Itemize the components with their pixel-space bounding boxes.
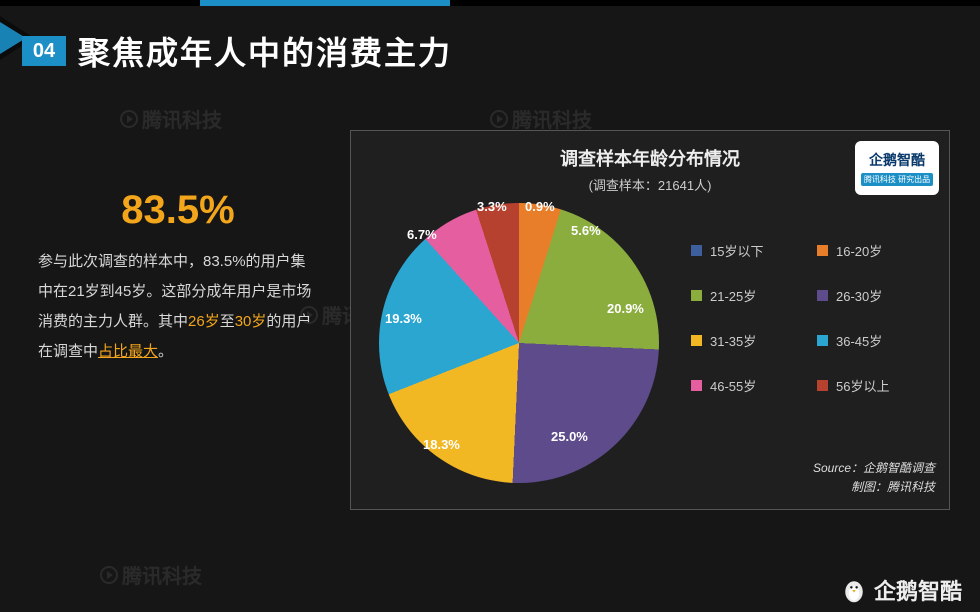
legend-item: 16-20岁 [817, 241, 931, 260]
top-bar-accent [200, 0, 450, 6]
pie-slice-label: 0.9% [525, 199, 555, 214]
pie-slice-label: 6.7% [407, 227, 437, 242]
legend: 15岁以下 16-20岁 21-25岁 26-30岁 31-35岁 36-45岁 46-55… [691, 241, 931, 395]
pie-slice-label: 19.3% [385, 311, 422, 326]
highlight-percentage: 83.5% [38, 188, 318, 233]
legend-label: 31-35岁 [710, 331, 756, 350]
pie-slice-label: 20.9% [607, 301, 644, 316]
pie-disc [379, 203, 659, 483]
legend-item: 31-35岁 [691, 331, 805, 350]
watermark: 腾讯科技 [490, 104, 592, 133]
legend-swatch [817, 335, 828, 346]
watermark: 腾讯科技 [120, 104, 222, 133]
slide-number: 04 [22, 36, 66, 66]
legend-swatch [817, 245, 828, 256]
legend-label: 16-20岁 [836, 241, 882, 260]
pie-slice-label: 3.3% [477, 199, 507, 214]
legend-item: 36-45岁 [817, 331, 931, 350]
pie-slice-label: 18.3% [423, 437, 460, 452]
footer-brand: 企鹅智酷 [840, 574, 962, 606]
legend-item: 26-30岁 [817, 286, 931, 305]
legend-label: 15岁以下 [710, 241, 763, 260]
legend-swatch [691, 290, 702, 301]
watermark: 腾讯科技 [100, 560, 202, 589]
brand-badge: 企鹅智酷 腾讯科技 研究出品 [855, 141, 939, 195]
legend-swatch [817, 290, 828, 301]
legend-label: 26-30岁 [836, 286, 882, 305]
legend-label: 21-25岁 [710, 286, 756, 305]
slide-title: 聚焦成年人中的消费主力 [78, 28, 452, 74]
legend-swatch [691, 335, 702, 346]
pie-chart: 0.9%5.6%20.9%25.0%18.3%19.3%6.7%3.3% [379, 203, 659, 483]
legend-item: 46-55岁 [691, 376, 805, 395]
legend-label: 46-55岁 [710, 376, 756, 395]
top-bar [0, 0, 980, 6]
body-paragraph: 参与此次调查的样本中，83.5%的用户集中在21岁到45岁。这部分成年用户是市场… [38, 247, 318, 367]
legend-label: 56岁以上 [836, 376, 889, 395]
legend-swatch [691, 380, 702, 391]
pie-slice-label: 25.0% [551, 429, 588, 444]
penguin-icon [840, 576, 868, 604]
left-column: 83.5% 参与此次调查的样本中，83.5%的用户集中在21岁到45岁。这部分成… [38, 188, 318, 367]
legend-item: 56岁以上 [817, 376, 931, 395]
legend-label: 36-45岁 [836, 331, 882, 350]
legend-item: 15岁以下 [691, 241, 805, 260]
legend-item: 21-25岁 [691, 286, 805, 305]
legend-swatch [817, 380, 828, 391]
legend-swatch [691, 245, 702, 256]
pie-slice-label: 5.6% [571, 223, 601, 238]
chart-source: Source：企鹅智酷调查 制图：腾讯科技 [813, 459, 935, 497]
chart-panel: 企鹅智酷 腾讯科技 研究出品 调查样本年龄分布情况 (调查样本：21641人) … [350, 130, 950, 510]
